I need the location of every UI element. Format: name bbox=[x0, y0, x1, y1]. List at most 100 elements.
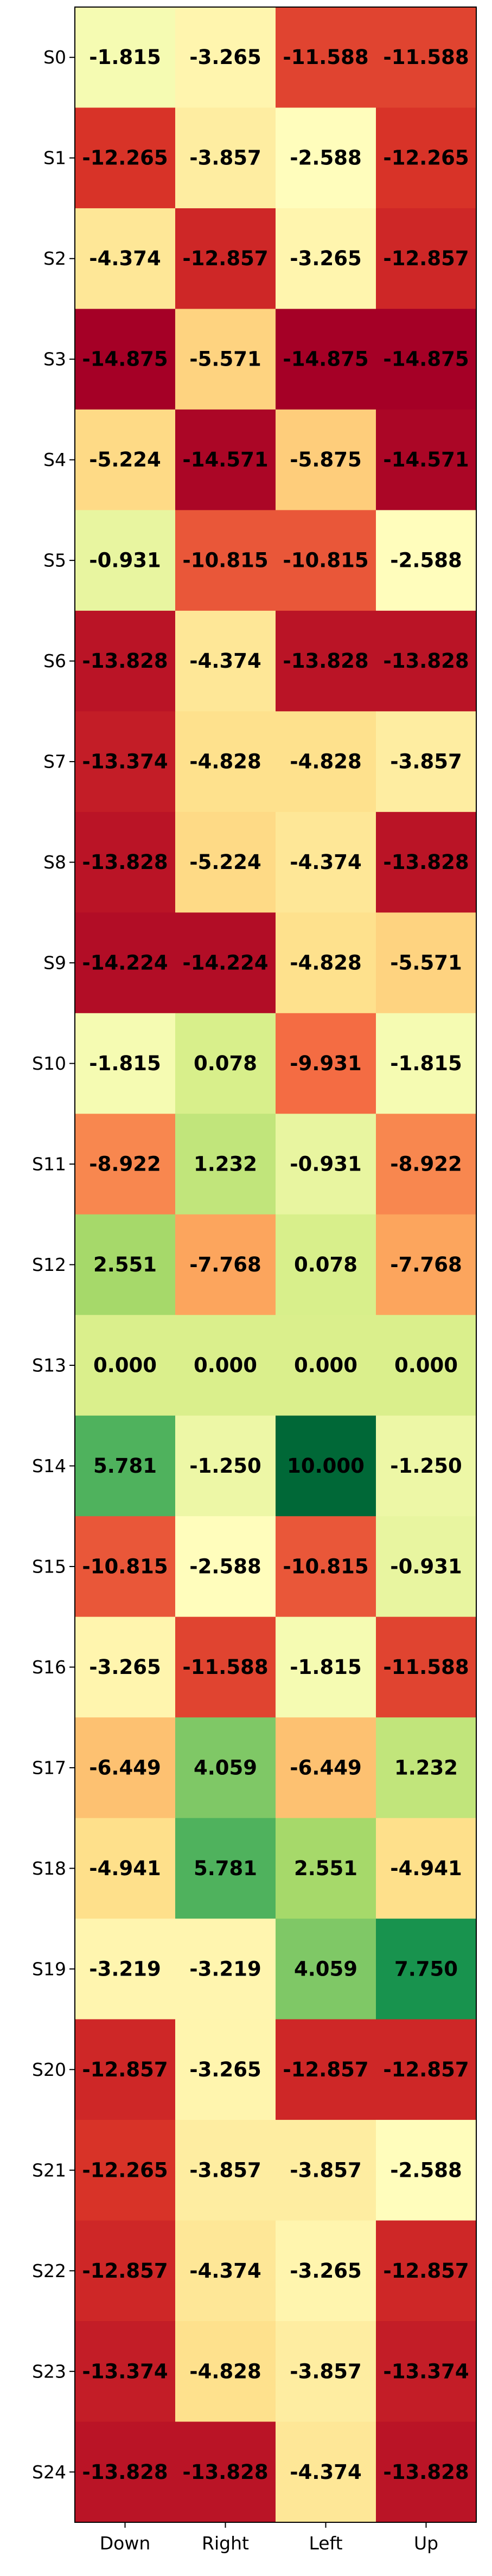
cell-value-label: 2.551 bbox=[93, 1253, 157, 1276]
cell-value-label: -3.265 bbox=[89, 1655, 161, 1679]
heatmap-cell bbox=[175, 208, 276, 309]
cell-value-label: -4.374 bbox=[189, 649, 261, 673]
heatmap-cell bbox=[75, 1616, 176, 1718]
y-tick-label: S23 bbox=[32, 2361, 66, 2382]
y-tick-label: S20 bbox=[32, 2059, 66, 2080]
cell-value-label: -12.265 bbox=[383, 146, 469, 170]
heatmap-cell bbox=[376, 107, 477, 209]
cell-value-label: -3.219 bbox=[189, 1957, 261, 1980]
heatmap-cell bbox=[75, 1114, 176, 1215]
heatmap-cell bbox=[376, 208, 477, 309]
cell-value-label: -7.768 bbox=[390, 1253, 462, 1276]
heatmap-cell bbox=[75, 811, 176, 913]
y-tick-label: S0 bbox=[43, 47, 66, 68]
heatmap-cell bbox=[75, 1919, 176, 2020]
cell-value-label: -2.588 bbox=[390, 549, 462, 572]
heatmap-cell bbox=[75, 2120, 176, 2221]
cell-value-label: -12.857 bbox=[383, 2058, 469, 2081]
cell-value-label: -3.265 bbox=[189, 2058, 261, 2081]
heatmap-cell bbox=[276, 1818, 376, 1919]
heatmap-cell bbox=[376, 1315, 477, 1416]
heatmap-cell bbox=[175, 2120, 276, 2221]
heatmap-cell bbox=[276, 2321, 376, 2422]
cell-value-label: -14.875 bbox=[82, 348, 168, 371]
cell-value-label: -14.224 bbox=[182, 951, 268, 975]
heatmap-cell bbox=[75, 1516, 176, 1618]
heatmap-cell bbox=[276, 1214, 376, 1315]
y-tick-label: S24 bbox=[32, 2462, 66, 2483]
heatmap-cell bbox=[175, 2421, 276, 2523]
cell-value-label: -10.815 bbox=[283, 549, 368, 572]
cell-value-label: -14.875 bbox=[383, 348, 469, 371]
y-tick-label: S14 bbox=[32, 1455, 66, 1476]
heatmap-cell bbox=[376, 2019, 477, 2120]
heatmap-cell bbox=[75, 2220, 176, 2322]
cell-value-label: 5.781 bbox=[93, 1454, 157, 1478]
x-tick-label: Right bbox=[202, 2533, 249, 2554]
cell-value-label: -1.815 bbox=[89, 46, 161, 69]
cell-value-label: -10.815 bbox=[182, 549, 268, 572]
y-tick-label: S10 bbox=[32, 1053, 66, 1074]
heatmap-cell bbox=[175, 7, 276, 108]
heatmap-cell bbox=[75, 1214, 176, 1315]
y-tick-label: S2 bbox=[43, 248, 66, 269]
heatmap-cell bbox=[376, 2220, 477, 2322]
plot-frame bbox=[74, 7, 477, 2523]
y-tick-label: S5 bbox=[43, 550, 66, 571]
heatmap-cell bbox=[75, 107, 176, 209]
cell-value-label: -6.449 bbox=[89, 1756, 161, 1779]
y-tick-label: S4 bbox=[43, 449, 66, 470]
heatmap-cell bbox=[175, 1717, 276, 1819]
heatmap-cell bbox=[276, 2120, 376, 2221]
cell-value-label: -3.219 bbox=[89, 1957, 161, 1980]
y-tick-label: S9 bbox=[43, 953, 66, 974]
y-tick-label: S21 bbox=[32, 2159, 66, 2181]
cell-value-label: -1.250 bbox=[189, 1454, 261, 1478]
cell-value-label: -1.815 bbox=[290, 1655, 361, 1679]
heatmap-cell bbox=[376, 811, 477, 913]
cell-value-label: -10.815 bbox=[283, 1555, 368, 1578]
heatmap-cells bbox=[75, 7, 477, 2523]
heatmap-cell bbox=[376, 2120, 477, 2221]
cell-value-label: -5.875 bbox=[290, 448, 361, 471]
heatmap-cell bbox=[376, 711, 477, 813]
cell-value-label: -0.931 bbox=[290, 1153, 361, 1176]
heatmap-cell bbox=[75, 912, 176, 1014]
cell-value-label: -6.449 bbox=[290, 1756, 361, 1779]
heatmap-cell bbox=[376, 610, 477, 712]
cell-value-label: -12.857 bbox=[383, 2259, 469, 2283]
cell-value-label: -3.857 bbox=[290, 2158, 361, 2182]
heatmap-cell bbox=[376, 1818, 477, 1919]
y-axis: S0 S1 S2 S3 S4 S5 S6 S7 S8 S9 S10 S11 S12 S13 S14 S15 S1… bbox=[32, 47, 75, 2483]
cell-value-label: -5.571 bbox=[390, 951, 462, 975]
y-tick-label: S7 bbox=[43, 751, 66, 772]
y-tick-label: S18 bbox=[32, 1858, 66, 1879]
heatmap-cell bbox=[175, 1616, 276, 1718]
cell-value-label: -3.265 bbox=[290, 247, 361, 270]
y-tick-label: S17 bbox=[32, 1757, 66, 1778]
heatmap-cell bbox=[376, 1214, 477, 1315]
cell-value-label: -11.588 bbox=[283, 46, 368, 69]
cell-value-label: -4.941 bbox=[89, 1857, 161, 1880]
heatmap-cell bbox=[276, 208, 376, 309]
cell-value-label: -3.857 bbox=[189, 146, 261, 170]
cell-value-label: 7.750 bbox=[394, 1957, 458, 1980]
heatmap-cell bbox=[376, 1717, 477, 1819]
heatmap-cell bbox=[175, 1013, 276, 1114]
heatmap-cell bbox=[376, 510, 477, 611]
cell-value-label: -13.828 bbox=[182, 2460, 268, 2484]
cell-value-label: -13.828 bbox=[82, 649, 168, 673]
cell-value-label: 2.551 bbox=[294, 1857, 357, 1880]
heatmap-cell bbox=[75, 1013, 176, 1114]
cell-value-label: -14.571 bbox=[182, 448, 268, 471]
heatmap-cell bbox=[75, 208, 176, 309]
cell-value-label: -13.828 bbox=[283, 649, 368, 673]
heatmap-cell bbox=[276, 912, 376, 1014]
heatmap-cell bbox=[376, 2421, 477, 2523]
heatmap-cell bbox=[376, 7, 477, 108]
cell-value-label: 0.000 bbox=[394, 1353, 458, 1377]
cell-value-label: -9.931 bbox=[290, 1052, 361, 1075]
cell-value-label: -11.588 bbox=[182, 1655, 268, 1679]
cell-value-label: -13.828 bbox=[383, 649, 469, 673]
